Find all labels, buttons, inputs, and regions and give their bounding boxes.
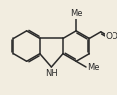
Text: O: O — [110, 32, 117, 41]
Text: Me: Me — [70, 10, 82, 18]
Text: Me: Me — [87, 63, 99, 72]
Text: Me: Me — [70, 10, 82, 18]
Text: O: O — [106, 32, 113, 41]
Text: Me: Me — [87, 63, 99, 72]
Text: NH: NH — [45, 69, 58, 78]
Text: NH: NH — [45, 69, 58, 78]
